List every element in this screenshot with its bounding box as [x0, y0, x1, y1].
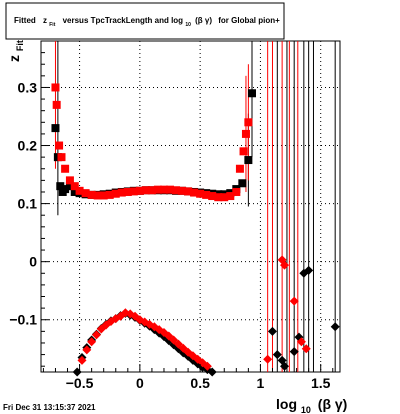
- data-point-diamond: [289, 347, 299, 357]
- data-point-square: [202, 190, 211, 199]
- x-tick-label: 1: [257, 375, 265, 391]
- data-point-square: [226, 192, 235, 201]
- data-point-square: [65, 182, 74, 191]
- y-tick-label: −0.1: [9, 312, 37, 328]
- data-point-square: [190, 188, 199, 197]
- title-z-sub: Fit: [49, 22, 55, 28]
- data-point-square: [235, 164, 244, 173]
- data-point-diamond: [263, 354, 273, 364]
- x-tick-label: 0: [136, 375, 144, 391]
- data-point-square: [153, 185, 162, 194]
- data-point-square: [232, 187, 241, 196]
- data-point-square: [51, 124, 60, 133]
- y-axis-title-sub: Fit: [15, 40, 25, 51]
- title-log-sub: 10: [185, 22, 191, 28]
- data-point-square: [81, 189, 90, 198]
- data-point-square: [70, 182, 79, 191]
- axes: −0.5 0 0.5 1 1.5 −0.1 0 0.1 0.2 0.3: [9, 52, 334, 391]
- data-point-square: [87, 190, 96, 199]
- data-point-diamond: [87, 337, 97, 347]
- data-point-square: [147, 186, 156, 195]
- x-tick-label: −0.5: [66, 375, 94, 391]
- data-point-square: [141, 186, 150, 195]
- y-axis-title-main: z: [6, 55, 22, 62]
- chart-title: Fitted z Fit versus TpcTrackLength and l…: [5, 2, 285, 40]
- data-points: [51, 83, 340, 377]
- data-point-square: [99, 191, 108, 200]
- data-point-square: [117, 188, 126, 197]
- data-point-square: [70, 187, 79, 196]
- data-point-square: [166, 185, 175, 194]
- data-point-diamond: [304, 265, 314, 275]
- data-point-square: [135, 186, 144, 195]
- data-point-diamond: [267, 326, 277, 336]
- y-tick-label: 0.3: [18, 79, 38, 95]
- data-point-square: [178, 186, 187, 195]
- data-point-diamond: [202, 361, 212, 371]
- data-point-diamond: [330, 322, 340, 332]
- data-point-diamond: [91, 330, 101, 340]
- data-point-square: [247, 89, 256, 98]
- data-point-square: [51, 83, 60, 92]
- y-axis-title: z Fit: [6, 40, 25, 62]
- title-middle: versus TpcTrackLength and log: [63, 16, 184, 25]
- x-tick-label: 0.5: [190, 375, 210, 391]
- data-point-square: [196, 189, 205, 198]
- data-point-square: [56, 182, 65, 191]
- data-point-diamond: [280, 260, 290, 270]
- data-point-square: [129, 187, 138, 196]
- y-tick-label: 0: [29, 254, 37, 270]
- x-axis-title-sub: 10: [301, 405, 311, 414]
- data-point-square: [105, 190, 114, 199]
- title-prefix: Fitted: [14, 16, 36, 25]
- svg-text:Fitted z Fit: Fitted z Fit versus TpcTrackLength and l…: [14, 16, 280, 28]
- data-point-square: [244, 118, 253, 127]
- data-point-square: [238, 179, 247, 188]
- x-axis-title: log 10 (β γ): [276, 396, 347, 414]
- data-point-diamond: [301, 344, 311, 354]
- data-point-square: [55, 141, 64, 150]
- plot-frame: [40, 40, 341, 373]
- title-paren: (β γ): [195, 16, 212, 25]
- title-z: z: [43, 16, 47, 25]
- data-point-square: [208, 192, 217, 201]
- x-axis-title-main: log: [276, 396, 297, 412]
- title-frame: [5, 2, 285, 40]
- x-axis-title-rest: (β γ): [318, 396, 348, 412]
- title-suffix: for Global pion+: [218, 16, 280, 25]
- data-point-diamond: [82, 345, 92, 355]
- data-point-square: [75, 186, 84, 195]
- data-point-diamond: [77, 355, 87, 365]
- data-point-diamond: [289, 296, 299, 306]
- data-point-diamond: [296, 337, 306, 347]
- data-point-square: [57, 153, 66, 162]
- data-point-square: [93, 191, 102, 200]
- data-point-square: [52, 100, 61, 109]
- data-point-square: [159, 185, 168, 194]
- data-point-square: [239, 147, 248, 156]
- data-point-square: [111, 189, 120, 198]
- data-point-square: [61, 185, 70, 194]
- data-point-diamond: [272, 350, 282, 360]
- data-point-square: [241, 129, 250, 138]
- data-point-diamond: [280, 361, 290, 371]
- y-tick-label: 0.2: [18, 138, 38, 154]
- data-point-square: [220, 193, 229, 202]
- data-point-square: [61, 164, 70, 173]
- y-tick-label: 0.1: [18, 196, 38, 212]
- data-point-square: [184, 187, 193, 196]
- timestamp: Fri Dec 31 13:15:37 2021: [3, 403, 96, 412]
- data-point-square: [123, 187, 132, 196]
- data-point-square: [65, 176, 74, 185]
- data-point-square: [244, 156, 253, 165]
- data-point-square: [172, 186, 181, 195]
- data-point-square: [214, 193, 223, 202]
- x-tick-label: 1.5: [311, 375, 331, 391]
